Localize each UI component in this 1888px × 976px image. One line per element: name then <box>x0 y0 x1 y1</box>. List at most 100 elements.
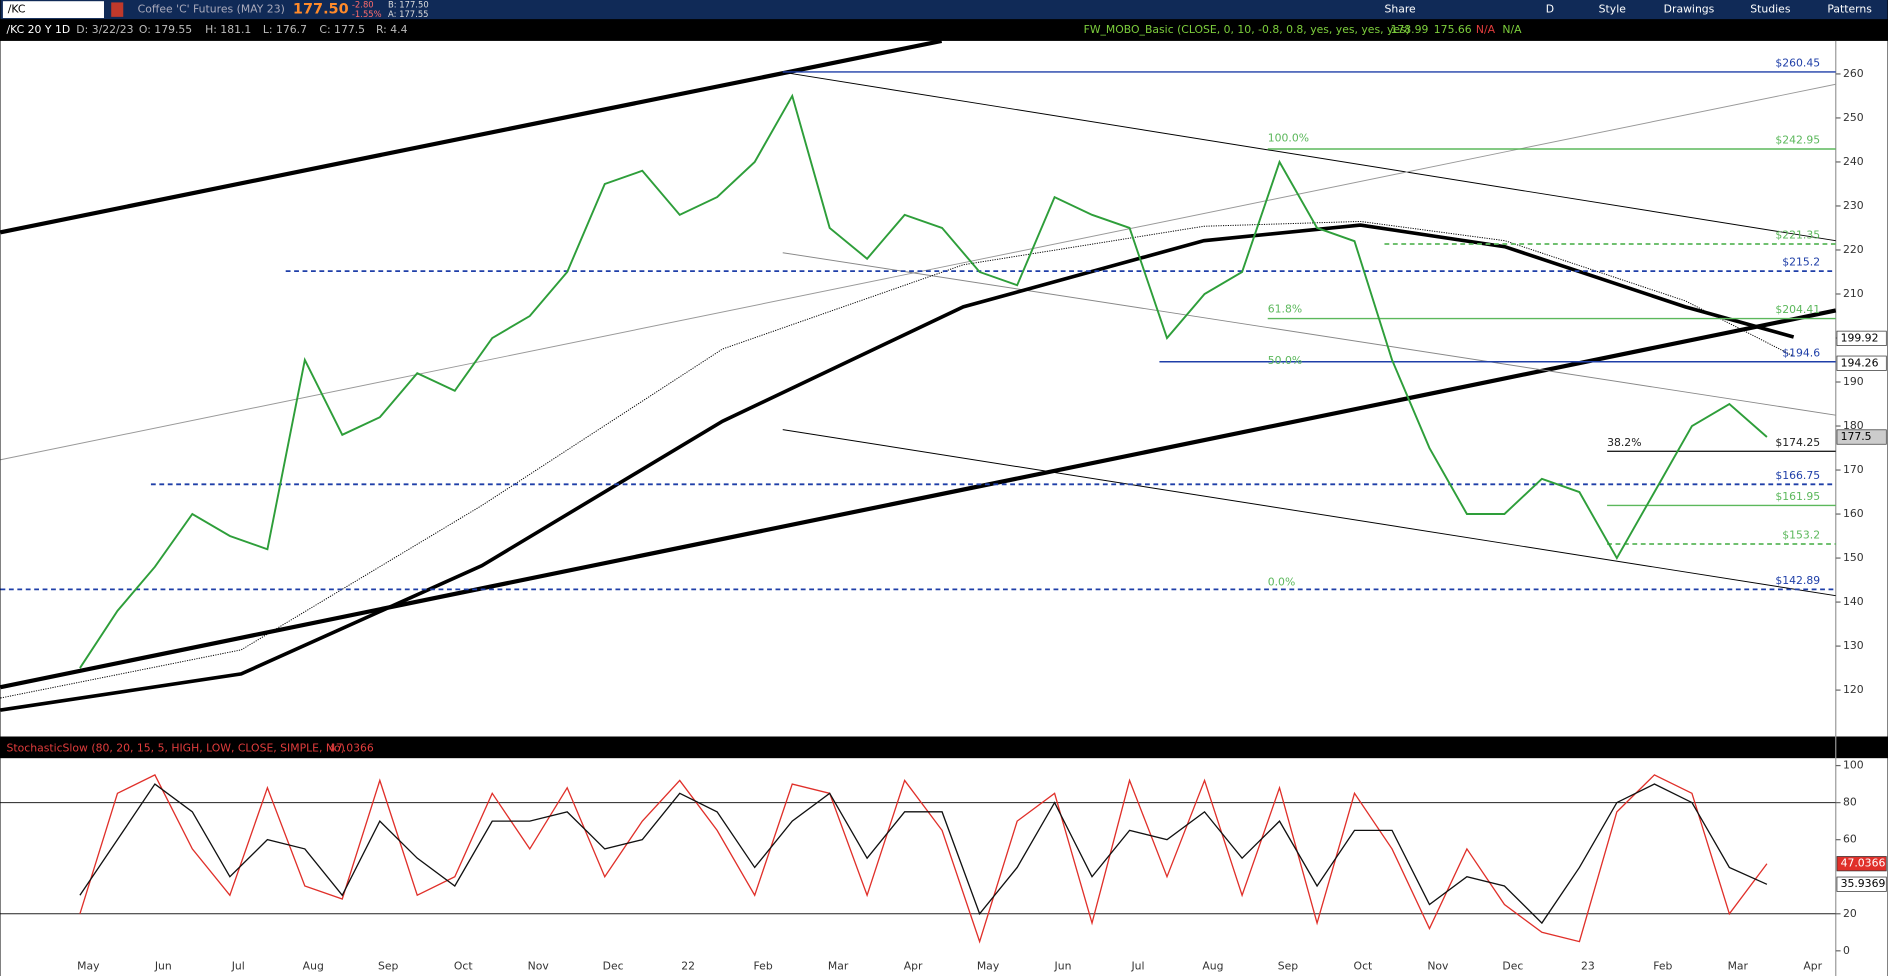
x-tick-label: Mar <box>828 959 849 972</box>
x-tick-label: 22 <box>681 959 695 972</box>
stochastic-title: StochasticSlow (80, 20, 15, 5, HIGH, LOW… <box>7 742 345 755</box>
y-tick-label: 180 <box>1843 419 1864 432</box>
x-tick-label: Dec <box>1502 959 1523 972</box>
study-header <box>0 736 1888 759</box>
fib-label: 38.2% <box>1607 436 1641 449</box>
price-marker-label: 199.92 <box>1841 331 1879 344</box>
y-tick-label: 230 <box>1843 199 1864 212</box>
description: Coffee 'C' Futures (MAY 23) <box>138 3 285 16</box>
value-marker-label: 35.9369 <box>1841 877 1886 890</box>
change-pct: -1.55% <box>352 9 382 19</box>
price-line <box>79 93 1768 669</box>
y-tick-label: 100 <box>1843 759 1864 772</box>
x-tick-label: Nov <box>1427 959 1449 972</box>
price-panel <box>0 40 1888 737</box>
x-tick-label: Aug <box>1202 959 1223 972</box>
date: D: 3/22/23 <box>76 23 133 36</box>
x-tick-label: Dec <box>603 959 624 972</box>
y-tick-label: 150 <box>1843 551 1864 564</box>
price-line <box>79 774 1768 944</box>
y-tick-label: 220 <box>1843 243 1864 256</box>
y-tick-label: 210 <box>1843 287 1864 300</box>
study-label: FW_MOBO_Basic (CLOSE, 0, 10, -0.8, 0.8, … <box>1084 23 1410 36</box>
info-bar <box>0 19 1888 41</box>
x-tick-label: Mar <box>1728 959 1749 972</box>
y-tick-label: 120 <box>1843 683 1864 696</box>
price-marker-label: 177.5 <box>1841 430 1872 443</box>
study-value: N/A <box>1502 23 1522 36</box>
level-label: $260.45 <box>1775 57 1820 70</box>
y-tick-label: 80 <box>1843 796 1857 809</box>
study-value: 175.66 <box>1434 23 1472 36</box>
x-tick-label: Sep <box>1278 959 1299 972</box>
study-value: 178.99 <box>1390 23 1428 36</box>
range: R: 4.4 <box>376 23 408 36</box>
symbol-box[interactable] <box>2 1 104 19</box>
y-tick-label: 250 <box>1843 111 1864 124</box>
bid: B: 177.50 <box>388 0 429 9</box>
y-tick-label: 240 <box>1843 155 1864 168</box>
level-label: $174.25 <box>1775 436 1820 449</box>
x-tick-label: Jun <box>1054 959 1072 972</box>
y-tick-label: 20 <box>1843 907 1857 920</box>
y-tick-label: 140 <box>1843 595 1864 608</box>
level-label: $142.89 <box>1775 574 1820 587</box>
ask: A: 177.55 <box>388 9 429 19</box>
close: C: 177.5 <box>319 23 365 36</box>
x-tick-label: Aug <box>303 959 324 972</box>
x-tick-label: Jul <box>1130 959 1144 972</box>
level-label: $161.95 <box>1775 490 1820 503</box>
price-marker <box>1836 429 1887 445</box>
trendline <box>782 71 1836 242</box>
price-line <box>79 783 1768 925</box>
button[interactable]: Patterns <box>1827 3 1872 16</box>
y-tick-label: 0 <box>1843 944 1850 957</box>
value-marker <box>1836 856 1887 872</box>
change: -2.80 <box>352 0 374 9</box>
price-marker-label: 194.26 <box>1841 356 1879 369</box>
flag-icon <box>111 2 124 17</box>
y-tick-label: 260 <box>1843 67 1864 80</box>
low: L: 176.7 <box>263 23 307 36</box>
symbol[interactable]: /KC <box>8 3 26 16</box>
y-tick-label: 130 <box>1843 639 1864 652</box>
x-tick-label: Feb <box>1653 959 1672 972</box>
button[interactable]: Style <box>1599 3 1627 16</box>
level-label: $204.41 <box>1775 303 1820 316</box>
y-tick-label: 160 <box>1843 507 1864 520</box>
fib-label: 61.8% <box>1268 302 1302 315</box>
stochastic-value: 47.0366 <box>329 742 374 755</box>
x-tick-label: Jun <box>154 959 172 972</box>
button[interactable]: Share <box>1384 3 1416 16</box>
button[interactable]: D <box>1546 3 1554 16</box>
level-label: $194.6 <box>1782 346 1820 359</box>
trendline <box>782 252 1836 416</box>
x-tick-label: Sep <box>378 959 399 972</box>
fib-label: 0.0% <box>1268 575 1296 588</box>
button[interactable]: Studies <box>1750 3 1791 16</box>
fib-label: 100.0% <box>1268 131 1309 144</box>
x-tick-label: 23 <box>1581 959 1595 972</box>
x-tick-label: May <box>977 959 1000 972</box>
y-tick-label: 60 <box>1843 833 1857 846</box>
x-tick-label: Jul <box>231 959 245 972</box>
price-marker <box>1836 355 1887 371</box>
level-label: $166.75 <box>1775 469 1820 482</box>
open: O: 179.55 <box>139 23 192 36</box>
x-tick-label: Feb <box>754 959 773 972</box>
level-label: $242.95 <box>1775 134 1820 147</box>
chart-id: /KC 20 Y 1D <box>7 23 71 36</box>
level-label: $153.2 <box>1782 529 1820 542</box>
level-label: $215.2 <box>1782 256 1820 269</box>
moving-average <box>0 223 1795 712</box>
button[interactable]: Drawings <box>1664 3 1715 16</box>
trendline <box>0 308 1837 690</box>
fib-label: 50.0% <box>1268 354 1302 367</box>
last-price: 177.50 <box>293 2 349 18</box>
price-marker <box>1836 330 1887 346</box>
trendline <box>782 429 1836 597</box>
y-tick-label: 170 <box>1843 463 1864 476</box>
y-tick-label: 190 <box>1843 375 1864 388</box>
x-tick-label: Oct <box>454 959 473 972</box>
